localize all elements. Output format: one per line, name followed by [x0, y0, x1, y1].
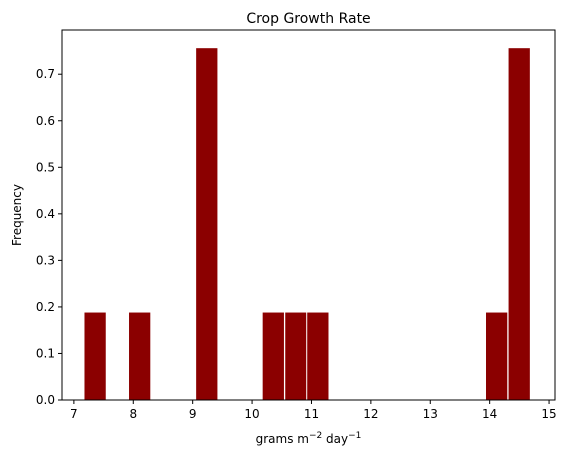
y-axis-ticks: 0.0 0.1 0.2 0.3 0.4 0.5 0.6 0.7 — [36, 67, 62, 407]
histogram-bar — [507, 47, 531, 401]
x-tick-label: 10 — [244, 407, 259, 421]
y-tick-label: 0.6 — [36, 114, 55, 128]
x-tick-label: 13 — [423, 407, 438, 421]
x-tick-label: 8 — [129, 407, 137, 421]
histogram-bar — [128, 311, 152, 401]
x-axis-label-base: grams m — [256, 432, 309, 446]
histogram-bar — [485, 311, 509, 401]
y-tick-label: 0.2 — [36, 300, 55, 314]
y-tick-label: 0.1 — [36, 346, 55, 360]
histogram-bar — [306, 311, 330, 401]
x-axis-label-exp1: −2 — [309, 431, 322, 441]
x-axis-label-exp2: −1 — [348, 431, 361, 441]
x-axis-label-mid: day — [322, 432, 348, 446]
x-tick-label: 14 — [482, 407, 497, 421]
y-tick-label: 0.7 — [36, 67, 55, 81]
x-tick-label: 7 — [70, 407, 78, 421]
histogram-bar — [195, 47, 219, 401]
histogram-bar — [83, 311, 107, 401]
plot-area-frame — [61, 29, 556, 401]
y-axis-label: Frequency — [10, 184, 24, 246]
histogram-bar — [284, 311, 308, 401]
x-tick-label: 9 — [189, 407, 197, 421]
bars-group — [83, 47, 531, 401]
x-tick-label: 15 — [541, 407, 556, 421]
y-tick-label: 0.3 — [36, 253, 55, 267]
y-tick-label: 0.0 — [36, 393, 55, 407]
x-axis-ticks: 7 8 9 10 11 12 13 14 15 — [70, 400, 557, 421]
x-tick-label: 11 — [304, 407, 319, 421]
y-tick-label: 0.4 — [36, 207, 55, 221]
x-axis-label: grams m−2 day−1 — [256, 431, 362, 446]
x-tick-label: 12 — [363, 407, 378, 421]
histogram-bar — [261, 311, 285, 401]
y-tick-label: 0.5 — [36, 160, 55, 174]
chart-title: Crop Growth Rate — [246, 11, 370, 27]
